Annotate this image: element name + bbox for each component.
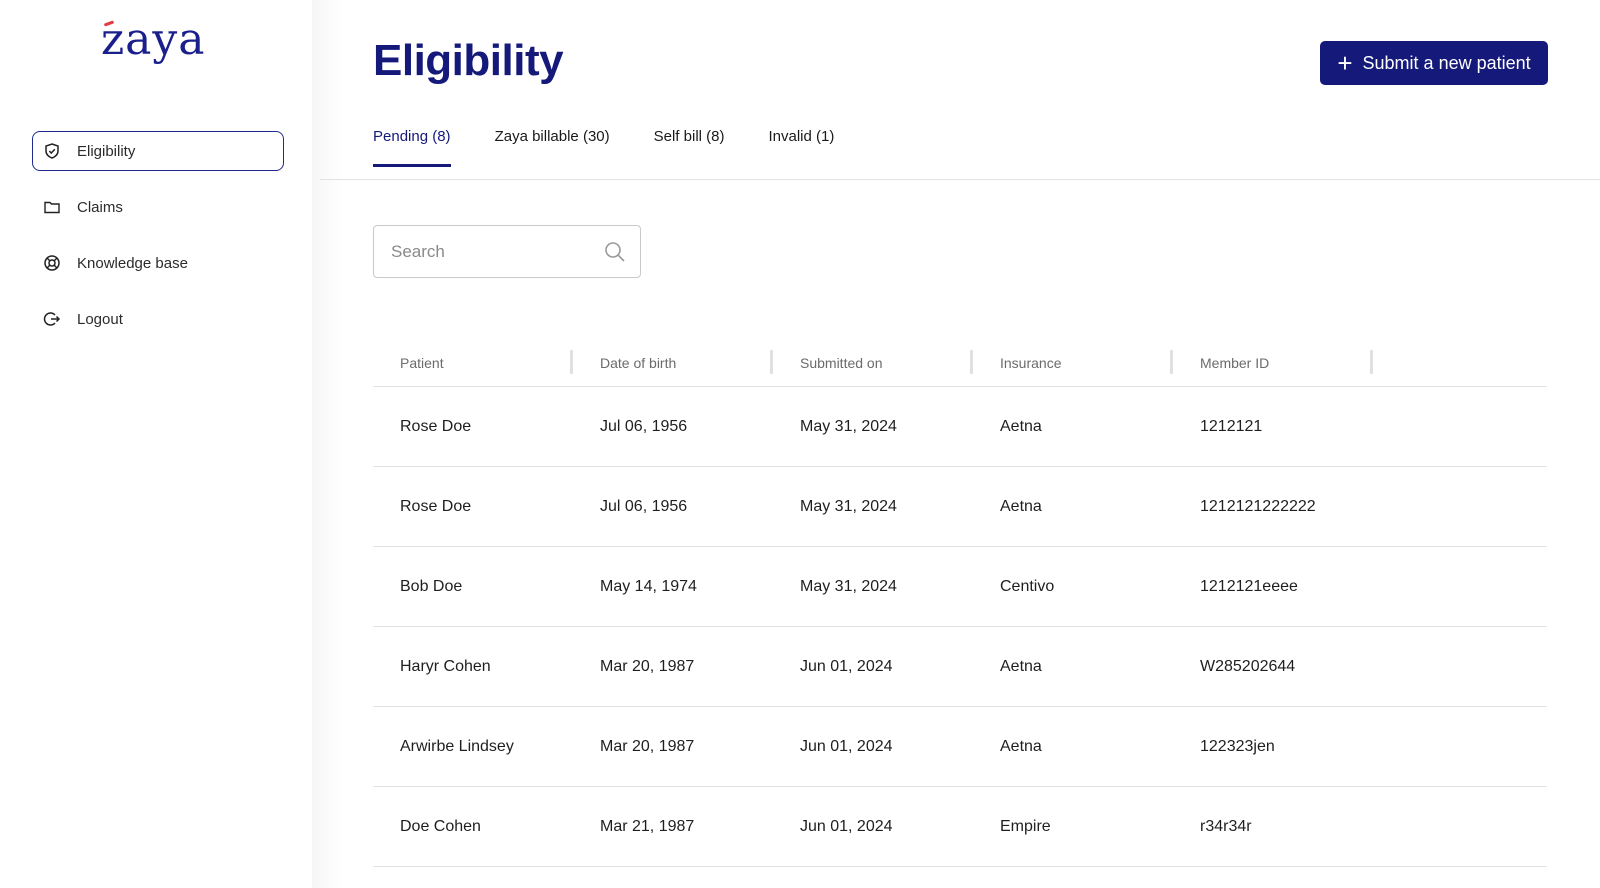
column-header-patient[interactable]: Patient bbox=[373, 340, 573, 386]
cell-member-id: 1212121eeee bbox=[1200, 577, 1298, 595]
page-title: Eligibility bbox=[373, 36, 564, 85]
cell-insurance: Aetna bbox=[1000, 417, 1042, 435]
tabs-divider bbox=[320, 179, 1600, 180]
cell-submitted-on: May 31, 2024 bbox=[800, 497, 897, 515]
column-header-label: Date of birth bbox=[600, 355, 677, 371]
search-input[interactable] bbox=[374, 226, 594, 277]
submit-new-patient-button[interactable]: + Submit a new patient bbox=[1320, 41, 1548, 85]
logout-icon bbox=[41, 308, 63, 330]
tab-bar: Pending (8) Zaya billable (30) Self bill… bbox=[373, 128, 878, 167]
cell-patient: Bob Doe bbox=[400, 577, 463, 595]
tab-pending[interactable]: Pending (8) bbox=[373, 128, 451, 167]
search-icon[interactable] bbox=[604, 241, 626, 268]
column-header-label: Patient bbox=[400, 355, 444, 371]
cell-date-of-birth: Mar 21, 1987 bbox=[600, 817, 695, 835]
sidebar-item-label: Knowledge base bbox=[77, 254, 188, 272]
cell-patient: Rose Doe bbox=[400, 417, 472, 435]
cell-patient: Rose Doe bbox=[400, 497, 472, 515]
sidebar: zaya Eligibility Claims Knowledge base L… bbox=[0, 0, 320, 888]
cell-insurance: Aetna bbox=[1000, 657, 1042, 675]
cell-submitted-on: Jun 01, 2024 bbox=[800, 657, 893, 675]
folder-icon bbox=[41, 196, 63, 218]
column-header-label: Insurance bbox=[1000, 355, 1062, 371]
cell-member-id: W285202644 bbox=[1200, 657, 1296, 675]
tab-zaya-billable[interactable]: Zaya billable (30) bbox=[494, 128, 610, 145]
search-box bbox=[373, 225, 641, 278]
sidebar-item-claims[interactable]: Claims bbox=[32, 187, 284, 227]
submit-button-label: Submit a new patient bbox=[1362, 52, 1531, 73]
cell-date-of-birth: Mar 20, 1987 bbox=[600, 657, 695, 675]
cell-patient: Arwirbe Lindsey bbox=[400, 737, 514, 755]
cell-date-of-birth: Jul 06, 1956 bbox=[600, 417, 688, 435]
main-content: Eligibility + Submit a new patient Pendi… bbox=[320, 0, 1600, 888]
cell-date-of-birth: Jul 06, 1956 bbox=[600, 497, 688, 515]
column-header-label: Member ID bbox=[1200, 355, 1270, 371]
sidebar-shadow bbox=[312, 0, 342, 888]
cell-member-id: 1212121 bbox=[1200, 417, 1263, 435]
column-resize-handle[interactable] bbox=[770, 350, 773, 374]
lifebuoy-icon bbox=[41, 252, 63, 274]
tab-invalid[interactable]: Invalid (1) bbox=[768, 128, 835, 145]
cell-member-id: 1212121222222 bbox=[1200, 497, 1316, 515]
tab-self-bill[interactable]: Self bill (8) bbox=[653, 128, 725, 145]
sidebar-item-label: Logout bbox=[77, 310, 123, 328]
cell-submitted-on: Jun 01, 2024 bbox=[800, 737, 893, 755]
cell-insurance: Aetna bbox=[1000, 497, 1042, 515]
sidebar-item-label: Eligibility bbox=[77, 142, 136, 160]
column-resize-handle[interactable] bbox=[1370, 350, 1373, 374]
cell-date-of-birth: Mar 20, 1987 bbox=[600, 737, 695, 755]
column-header-label: Submitted on bbox=[800, 355, 883, 371]
column-header-date-of-birth[interactable]: Date of birth bbox=[573, 340, 773, 386]
column-header-member-id[interactable]: Member ID bbox=[1173, 340, 1373, 386]
plus-icon: + bbox=[1337, 48, 1353, 78]
cell-member-id: 122323jen bbox=[1200, 737, 1275, 755]
cell-submitted-on: May 31, 2024 bbox=[800, 417, 897, 435]
column-resize-handle[interactable] bbox=[970, 350, 973, 374]
table-row[interactable]: Arwirbe Lindsey Mar 20, 1987 Jun 01, 202… bbox=[373, 707, 1547, 787]
column-header-submitted-on[interactable]: Submitted on bbox=[773, 340, 973, 386]
cell-submitted-on: May 31, 2024 bbox=[800, 577, 897, 595]
cell-insurance: Empire bbox=[1000, 817, 1051, 835]
table-header: Patient Date of birth Submitted on Insur… bbox=[373, 340, 1547, 387]
table-row[interactable]: Rose Doe Jul 06, 1956 May 31, 2024 Aetna… bbox=[373, 467, 1547, 547]
sidebar-item-logout[interactable]: Logout bbox=[32, 299, 284, 339]
cell-member-id: r34r34r bbox=[1200, 817, 1252, 835]
sidebar-item-eligibility[interactable]: Eligibility bbox=[32, 131, 284, 171]
cell-patient: Haryr Cohen bbox=[400, 657, 491, 675]
shield-check-icon bbox=[41, 140, 63, 162]
cell-submitted-on: Jun 01, 2024 bbox=[800, 817, 893, 835]
column-resize-handle[interactable] bbox=[570, 350, 573, 374]
cell-insurance: Centivo bbox=[1000, 577, 1055, 595]
cell-date-of-birth: May 14, 1974 bbox=[600, 577, 697, 595]
sidebar-item-label: Claims bbox=[77, 198, 123, 216]
sidebar-nav: Eligibility Claims Knowledge base Logout bbox=[32, 131, 284, 355]
patients-table: Patient Date of birth Submitted on Insur… bbox=[373, 340, 1547, 867]
table-row[interactable]: Rose Doe Jul 06, 1956 May 31, 2024 Aetna… bbox=[373, 387, 1547, 467]
column-header-insurance[interactable]: Insurance bbox=[973, 340, 1173, 386]
table-row[interactable]: Bob Doe May 14, 1974 May 31, 2024 Centiv… bbox=[373, 547, 1547, 627]
column-resize-handle[interactable] bbox=[1170, 350, 1173, 374]
table-row[interactable]: Doe Cohen Mar 21, 1987 Jun 01, 2024 Empi… bbox=[373, 787, 1547, 867]
table-row[interactable]: Haryr Cohen Mar 20, 1987 Jun 01, 2024 Ae… bbox=[373, 627, 1547, 707]
cell-patient: Doe Cohen bbox=[400, 817, 481, 835]
zaya-logo[interactable]: zaya bbox=[101, 14, 206, 65]
sidebar-item-knowledge-base[interactable]: Knowledge base bbox=[32, 243, 284, 283]
cell-insurance: Aetna bbox=[1000, 737, 1042, 755]
